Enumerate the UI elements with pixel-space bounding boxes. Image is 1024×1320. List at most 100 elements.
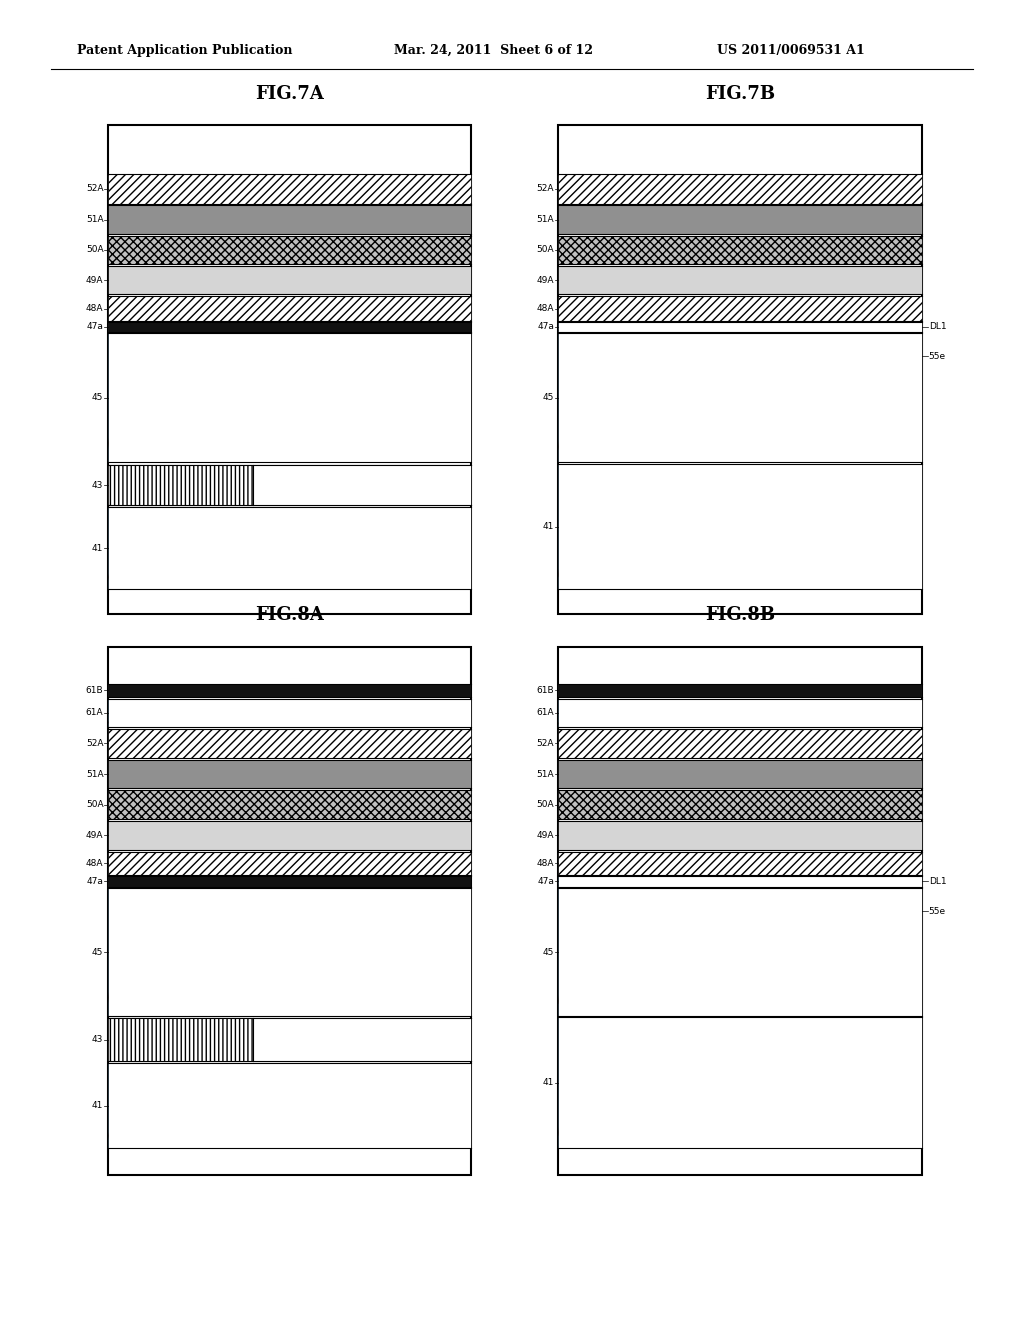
Text: 48A: 48A (537, 859, 554, 867)
Text: 55e: 55e (929, 907, 946, 916)
Text: 41: 41 (543, 1078, 554, 1088)
Bar (558, 888, 922, 1016)
Text: 51A: 51A (537, 770, 554, 779)
Text: 45: 45 (543, 948, 554, 957)
Bar (108, 821, 471, 850)
Text: DL1: DL1 (929, 322, 946, 331)
Text: 49A: 49A (86, 276, 103, 285)
Bar (558, 684, 922, 697)
Bar (558, 698, 922, 727)
Bar (108, 684, 471, 697)
Text: 45: 45 (543, 393, 554, 403)
Text: 43: 43 (92, 1035, 103, 1044)
Bar (558, 1018, 922, 1148)
Bar (108, 322, 471, 331)
Text: 45: 45 (92, 948, 103, 957)
Bar (108, 647, 471, 1175)
Text: 41: 41 (92, 544, 103, 553)
Bar (558, 322, 922, 331)
Bar (108, 465, 471, 506)
Text: 50A: 50A (86, 800, 103, 809)
Text: 50A: 50A (86, 246, 103, 255)
Text: 50A: 50A (537, 246, 554, 255)
Bar (558, 236, 922, 264)
Bar (108, 698, 471, 727)
Text: 55e: 55e (929, 351, 946, 360)
Text: FIG.7A: FIG.7A (255, 84, 324, 103)
Text: 41: 41 (543, 523, 554, 532)
Bar (558, 851, 922, 875)
Bar (558, 821, 922, 850)
Bar (558, 333, 922, 462)
Bar (558, 465, 922, 589)
Text: 51A: 51A (86, 215, 103, 224)
Bar (108, 1018, 253, 1061)
Text: FIG.8A: FIG.8A (255, 606, 324, 624)
Bar (108, 333, 471, 462)
Text: 52A: 52A (537, 739, 554, 748)
Text: 61B: 61B (537, 686, 554, 694)
Bar (108, 236, 471, 264)
Text: 52A: 52A (86, 739, 103, 748)
Text: 61B: 61B (86, 686, 103, 694)
Bar (558, 333, 922, 462)
Bar (108, 174, 471, 203)
Bar (558, 125, 922, 614)
Bar (558, 647, 922, 1175)
Bar (108, 760, 471, 788)
Bar (108, 1018, 471, 1061)
Text: 50A: 50A (537, 800, 554, 809)
Bar (558, 322, 922, 331)
Bar (108, 851, 471, 875)
Text: 49A: 49A (537, 830, 554, 840)
Bar (558, 888, 922, 1016)
Bar (108, 267, 471, 294)
Bar (558, 174, 922, 203)
Bar (108, 888, 471, 1016)
Bar (108, 465, 253, 506)
Bar (108, 297, 471, 321)
Text: 47a: 47a (538, 322, 554, 331)
Bar (558, 729, 922, 758)
Bar (253, 1018, 471, 1061)
Text: 47a: 47a (538, 876, 554, 886)
Bar (558, 698, 922, 727)
Bar (108, 1063, 471, 1148)
Bar (108, 791, 471, 818)
Text: DL1: DL1 (929, 876, 946, 886)
Text: 47a: 47a (87, 322, 103, 331)
Bar (558, 791, 922, 818)
Text: 51A: 51A (86, 770, 103, 779)
Bar (558, 1018, 922, 1148)
Text: 47a: 47a (87, 876, 103, 886)
Bar (558, 267, 922, 294)
Bar (108, 507, 471, 589)
Text: 52A: 52A (86, 185, 103, 194)
Bar (108, 507, 471, 589)
Bar (558, 206, 922, 234)
Text: 61A: 61A (86, 709, 103, 717)
Bar (108, 1063, 471, 1148)
Text: Mar. 24, 2011  Sheet 6 of 12: Mar. 24, 2011 Sheet 6 of 12 (394, 44, 593, 57)
Text: 51A: 51A (537, 215, 554, 224)
Bar (558, 876, 922, 887)
Bar (108, 876, 471, 887)
Bar (108, 729, 471, 758)
Bar (108, 888, 471, 1016)
Bar (558, 760, 922, 788)
Text: Patent Application Publication: Patent Application Publication (77, 44, 292, 57)
Text: 48A: 48A (86, 859, 103, 867)
Text: 41: 41 (92, 1101, 103, 1110)
Text: 43: 43 (92, 480, 103, 490)
Text: FIG.7B: FIG.7B (705, 84, 775, 103)
Bar (558, 297, 922, 321)
Bar (558, 876, 922, 887)
Text: FIG.8B: FIG.8B (705, 606, 775, 624)
Text: 45: 45 (92, 393, 103, 403)
Bar (108, 698, 471, 727)
Bar (108, 125, 471, 614)
Text: 61A: 61A (537, 709, 554, 717)
Text: 49A: 49A (537, 276, 554, 285)
Text: 49A: 49A (86, 830, 103, 840)
Text: 48A: 48A (537, 304, 554, 313)
